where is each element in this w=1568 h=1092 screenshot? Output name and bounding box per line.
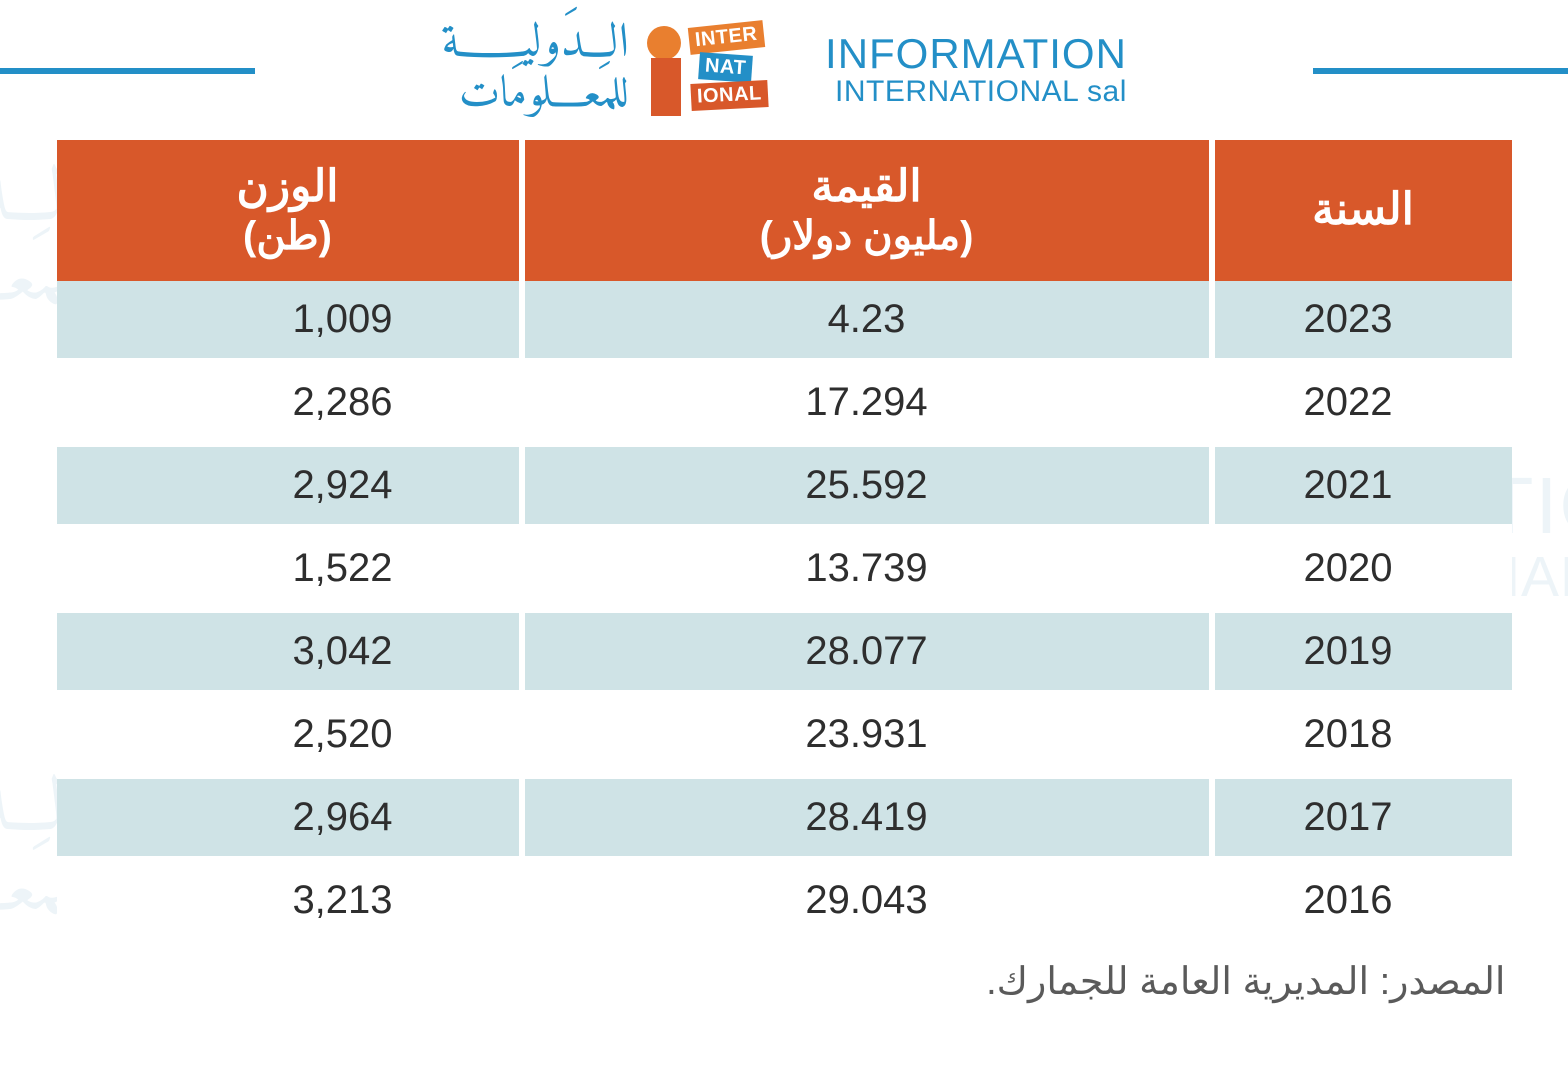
table-row: 2019 28.077 3,042 bbox=[57, 610, 1512, 693]
table-body: 2023 4.23 1,009 2022 17.294 2,286 2021 2… bbox=[57, 281, 1512, 942]
col-header-year: السنة bbox=[1212, 140, 1512, 281]
table-row: 2020 13.739 1,522 bbox=[57, 527, 1512, 610]
data-table-wrap: السنة القيمة (مليون دولار) الوزن (طن) 20… bbox=[57, 140, 1512, 945]
brand-english: INFORMATION INTERNATIONAL sal bbox=[825, 32, 1127, 108]
table-row: 2016 29.043 3,213 bbox=[57, 859, 1512, 942]
brand-block: INFORMATION INTERNATIONAL sal INTER NAT … bbox=[441, 19, 1127, 120]
source-line: المصدر: المديرية العامة للجمارك. bbox=[57, 959, 1512, 1004]
header-bar: INFORMATION INTERNATIONAL sal INTER NAT … bbox=[0, 0, 1568, 140]
table-header-row: السنة القيمة (مليون دولار) الوزن (طن) bbox=[57, 140, 1512, 281]
header-rule-left bbox=[0, 68, 255, 74]
table-row: 2023 4.23 1,009 bbox=[57, 281, 1512, 361]
table-row: 2021 25.592 2,924 bbox=[57, 444, 1512, 527]
brand-ar-line2: للمَعــــلومَات bbox=[441, 72, 629, 120]
brand-en-line1: INFORMATION bbox=[825, 32, 1127, 76]
brand-arabic: الـــدَوليـــــــة للمَعــــلومَات bbox=[441, 19, 629, 120]
col-header-weight: الوزن (طن) bbox=[57, 140, 522, 281]
header-rule-right bbox=[1313, 68, 1568, 74]
table-row: 2017 28.419 2,964 bbox=[57, 776, 1512, 859]
table-row: 2022 17.294 2,286 bbox=[57, 361, 1512, 444]
data-table: السنة القيمة (مليون دولار) الوزن (طن) 20… bbox=[57, 140, 1512, 945]
brand-en-line2: INTERNATIONAL sal bbox=[825, 76, 1127, 108]
table-row: 2018 23.931 2,520 bbox=[57, 693, 1512, 776]
col-header-value: القيمة (مليون دولار) bbox=[522, 140, 1212, 281]
brand-logo-icon: INTER NAT IONAL bbox=[647, 24, 807, 116]
